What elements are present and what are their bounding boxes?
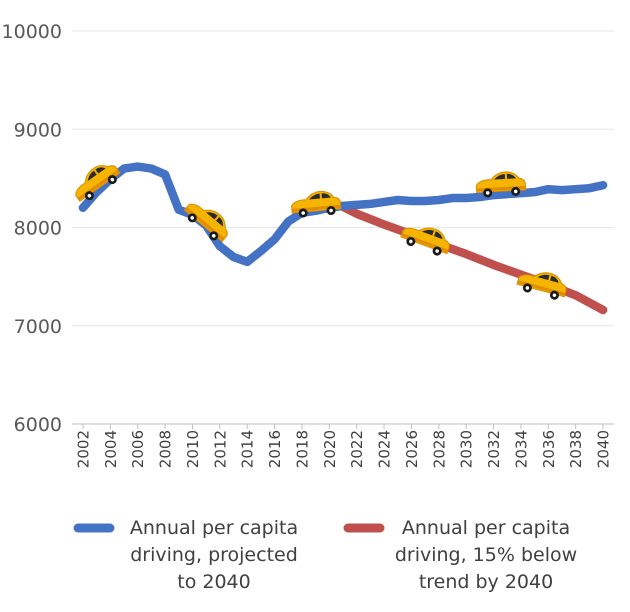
y-tick-label-8000: 8000 [14,218,62,240]
series-line-projected [78,162,608,267]
x-tick-label-2040: 2040 [595,430,613,468]
x-tick-label-2010: 2010 [184,430,202,468]
legend-label-below-trend-line-1: Annual per capita [402,517,570,539]
y-tick-label-7000: 7000 [14,316,62,338]
legend-label-projected-line-3: to 2040 [177,571,250,593]
y-tick-label-9000: 9000 [14,119,62,141]
legend-label-below-trend-line-3: trend by 2040 [419,571,553,593]
legend-item-below-trend: Annual per capita driving, 15% below tre… [343,517,577,593]
x-tick-label-2008: 2008 [157,430,175,468]
gridlines [72,30,614,429]
x-tick-label-2016: 2016 [266,430,284,468]
taxi-car-icon [516,272,567,300]
taxi-car-icon [400,227,450,256]
x-tick-label-2002: 2002 [74,430,92,468]
x-tick-label-2018: 2018 [293,430,311,468]
x-tick-label-2004: 2004 [102,430,120,468]
x-tick-label-2022: 2022 [348,430,366,468]
y-tick-label-10000: 10000 [2,21,62,43]
x-tick-label-2024: 2024 [376,430,394,468]
legend-label-below-trend-line-2: driving, 15% below [395,544,577,566]
x-tick-label-2028: 2028 [430,430,448,468]
x-tick-label-2014: 2014 [239,430,257,468]
taxi-car-icon [75,165,121,202]
y-axis-tick-labels: 6000 7000 8000 9000 10000 [2,21,62,436]
legend-label-projected-line-1: Annual per capita [130,517,298,539]
y-tick-label-6000: 6000 [14,414,62,436]
legend-item-projected: Annual per capita driving, projected to … [73,517,298,593]
taxi-car-icon [475,171,527,198]
x-tick-label-2036: 2036 [540,430,558,468]
x-tick-label-2034: 2034 [512,430,530,468]
legend-label-projected-line-2: driving, projected [130,544,298,566]
legend: Annual per capita driving, projected to … [73,517,577,593]
x-tick-label-2030: 2030 [458,430,476,468]
x-tick-label-2032: 2032 [485,430,503,468]
x-tick-label-2006: 2006 [129,430,147,468]
x-tick-label-2038: 2038 [567,430,585,468]
x-tick-label-2026: 2026 [403,430,421,468]
taxi-car-icon [183,203,228,243]
taxi-car-icon [291,190,342,218]
x-tick-label-2020: 2020 [321,430,339,468]
car-decorations [75,165,567,300]
x-axis-tick-labels: 2002 2004 2006 2008 2010 2012 2014 2016 2018 2020… [74,430,612,468]
x-tick-label-2012: 2012 [211,430,229,468]
